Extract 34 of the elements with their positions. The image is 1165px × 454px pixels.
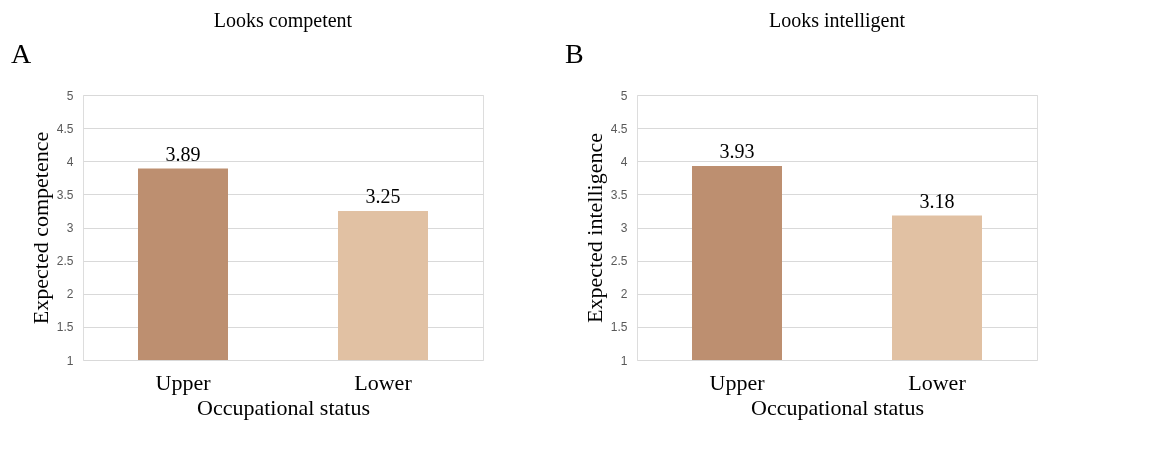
y-tick-label: 1.5 — [610, 320, 628, 335]
y-tick-label: 5 — [620, 88, 628, 103]
y-tick-label: 1 — [620, 353, 628, 368]
y-tick-label: 3 — [620, 221, 628, 235]
y-tick-label: 4.5 — [56, 121, 74, 136]
y-tick-label: 1 — [66, 353, 74, 368]
x-tick-label: Upper — [155, 369, 212, 395]
data-label: 3.25 — [365, 184, 401, 207]
data-label: 3.93 — [719, 139, 755, 162]
y-tick-label: 3.5 — [610, 187, 628, 202]
x-tick-label: Upper — [709, 369, 766, 395]
text: B — [565, 38, 584, 69]
y-tick-label: 3 — [66, 221, 74, 235]
y-tick-label: 4.5 — [610, 121, 628, 136]
chart-title: Looks competent — [213, 9, 353, 32]
data-label: 3.18 — [919, 189, 955, 212]
y-tick-label: 1.5 — [56, 320, 74, 335]
y-axis-title: Expected competence — [27, 131, 53, 325]
y-tick-label: 4 — [66, 154, 74, 169]
y-tick-label: 5 — [66, 88, 74, 103]
text: A — [11, 38, 32, 69]
x-tick-label: Lower — [354, 369, 413, 395]
data-label: 3.89 — [165, 142, 201, 165]
y-tick-label: 2.5 — [610, 254, 628, 269]
y-tick-label: 2 — [66, 287, 74, 302]
x-tick-label: Lower — [908, 369, 967, 395]
y-tick-label: 4 — [620, 154, 628, 169]
x-axis-title: Occupational status — [197, 394, 370, 420]
y-tick-label: 2.5 — [56, 254, 74, 269]
chart-title: Looks intelligent — [768, 9, 906, 32]
y-axis-title: Expected intelligence — [581, 133, 607, 323]
y-tick-label: 3.5 — [56, 187, 74, 202]
y-tick-label: 2 — [620, 287, 628, 302]
x-axis-title: Occupational status — [751, 394, 924, 420]
